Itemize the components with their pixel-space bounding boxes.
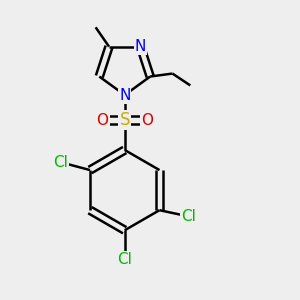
Text: O: O: [141, 113, 153, 128]
Text: N: N: [135, 39, 146, 54]
Text: Cl: Cl: [53, 155, 68, 170]
Text: S: S: [119, 111, 130, 129]
Text: Cl: Cl: [117, 252, 132, 267]
Text: N: N: [119, 88, 130, 103]
Text: Cl: Cl: [181, 208, 196, 224]
Text: O: O: [96, 113, 108, 128]
